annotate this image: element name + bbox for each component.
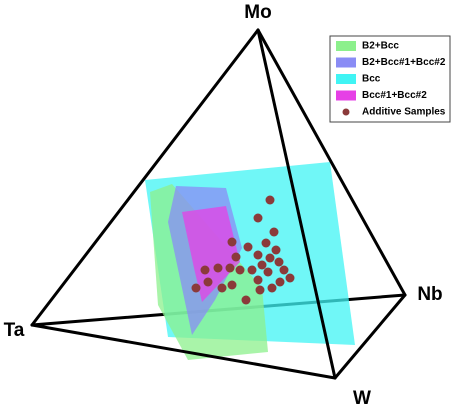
legend-label: B2+Bcc#1+Bcc#2 — [362, 57, 446, 68]
sample-point — [191, 283, 201, 293]
sample-point — [241, 295, 251, 305]
sample-point — [257, 260, 267, 270]
sample-point — [203, 277, 213, 287]
sample-point — [253, 213, 263, 223]
sample-point — [267, 283, 277, 293]
edge — [333, 293, 407, 380]
vertex-label: Nb — [417, 284, 442, 305]
sample-point — [253, 250, 263, 260]
legend-swatch — [336, 74, 356, 84]
legend-swatch — [336, 57, 356, 68]
sample-point — [271, 245, 281, 255]
sample-point — [279, 265, 289, 275]
sample-point — [285, 273, 295, 283]
sample-point — [227, 237, 237, 247]
sample-point — [274, 257, 284, 267]
sample-point — [213, 263, 223, 273]
legend-items: B2+Bcc B2+Bcc#1+Bcc#2 Bcc Bcc#1+Bcc#2 Additi… — [336, 41, 446, 118]
edge — [256, 28, 407, 297]
legend-swatch — [336, 90, 356, 101]
sample-point — [265, 253, 275, 263]
sample-point — [231, 252, 241, 262]
sample-point — [235, 265, 245, 275]
sample-point — [255, 285, 265, 295]
sample-point — [265, 195, 275, 205]
sample-point — [263, 267, 273, 277]
sample-point — [217, 283, 227, 293]
legend-label: Bcc#1+Bcc#2 — [362, 90, 427, 101]
sample-point — [200, 265, 210, 275]
vertex-label: Mo — [244, 2, 271, 23]
sample-point — [247, 265, 257, 275]
vertex-label: Ta — [4, 320, 25, 341]
sample-point — [275, 277, 285, 287]
sample-points — [191, 195, 295, 305]
sample-point — [269, 227, 279, 237]
edge — [30, 323, 337, 380]
legend-label: B2+Bcc — [362, 41, 399, 52]
sample-point — [227, 280, 237, 290]
legend: B2+Bcc B2+Bcc#1+Bcc#2 Bcc Bcc#1+Bcc#2 Additi… — [329, 35, 451, 123]
legend-marker — [342, 108, 350, 116]
edge — [256, 28, 337, 380]
legend-label: Bcc — [362, 74, 381, 85]
sample-point — [253, 275, 263, 285]
sample-point — [261, 238, 271, 248]
vertex-label: W — [353, 388, 371, 409]
edge — [30, 28, 260, 327]
sample-point — [225, 263, 235, 273]
sample-point — [243, 242, 253, 252]
legend-label: Additive Samples — [362, 107, 446, 118]
legend-swatch — [336, 41, 356, 51]
region-bcc1-bcc2 — [182, 206, 240, 302]
